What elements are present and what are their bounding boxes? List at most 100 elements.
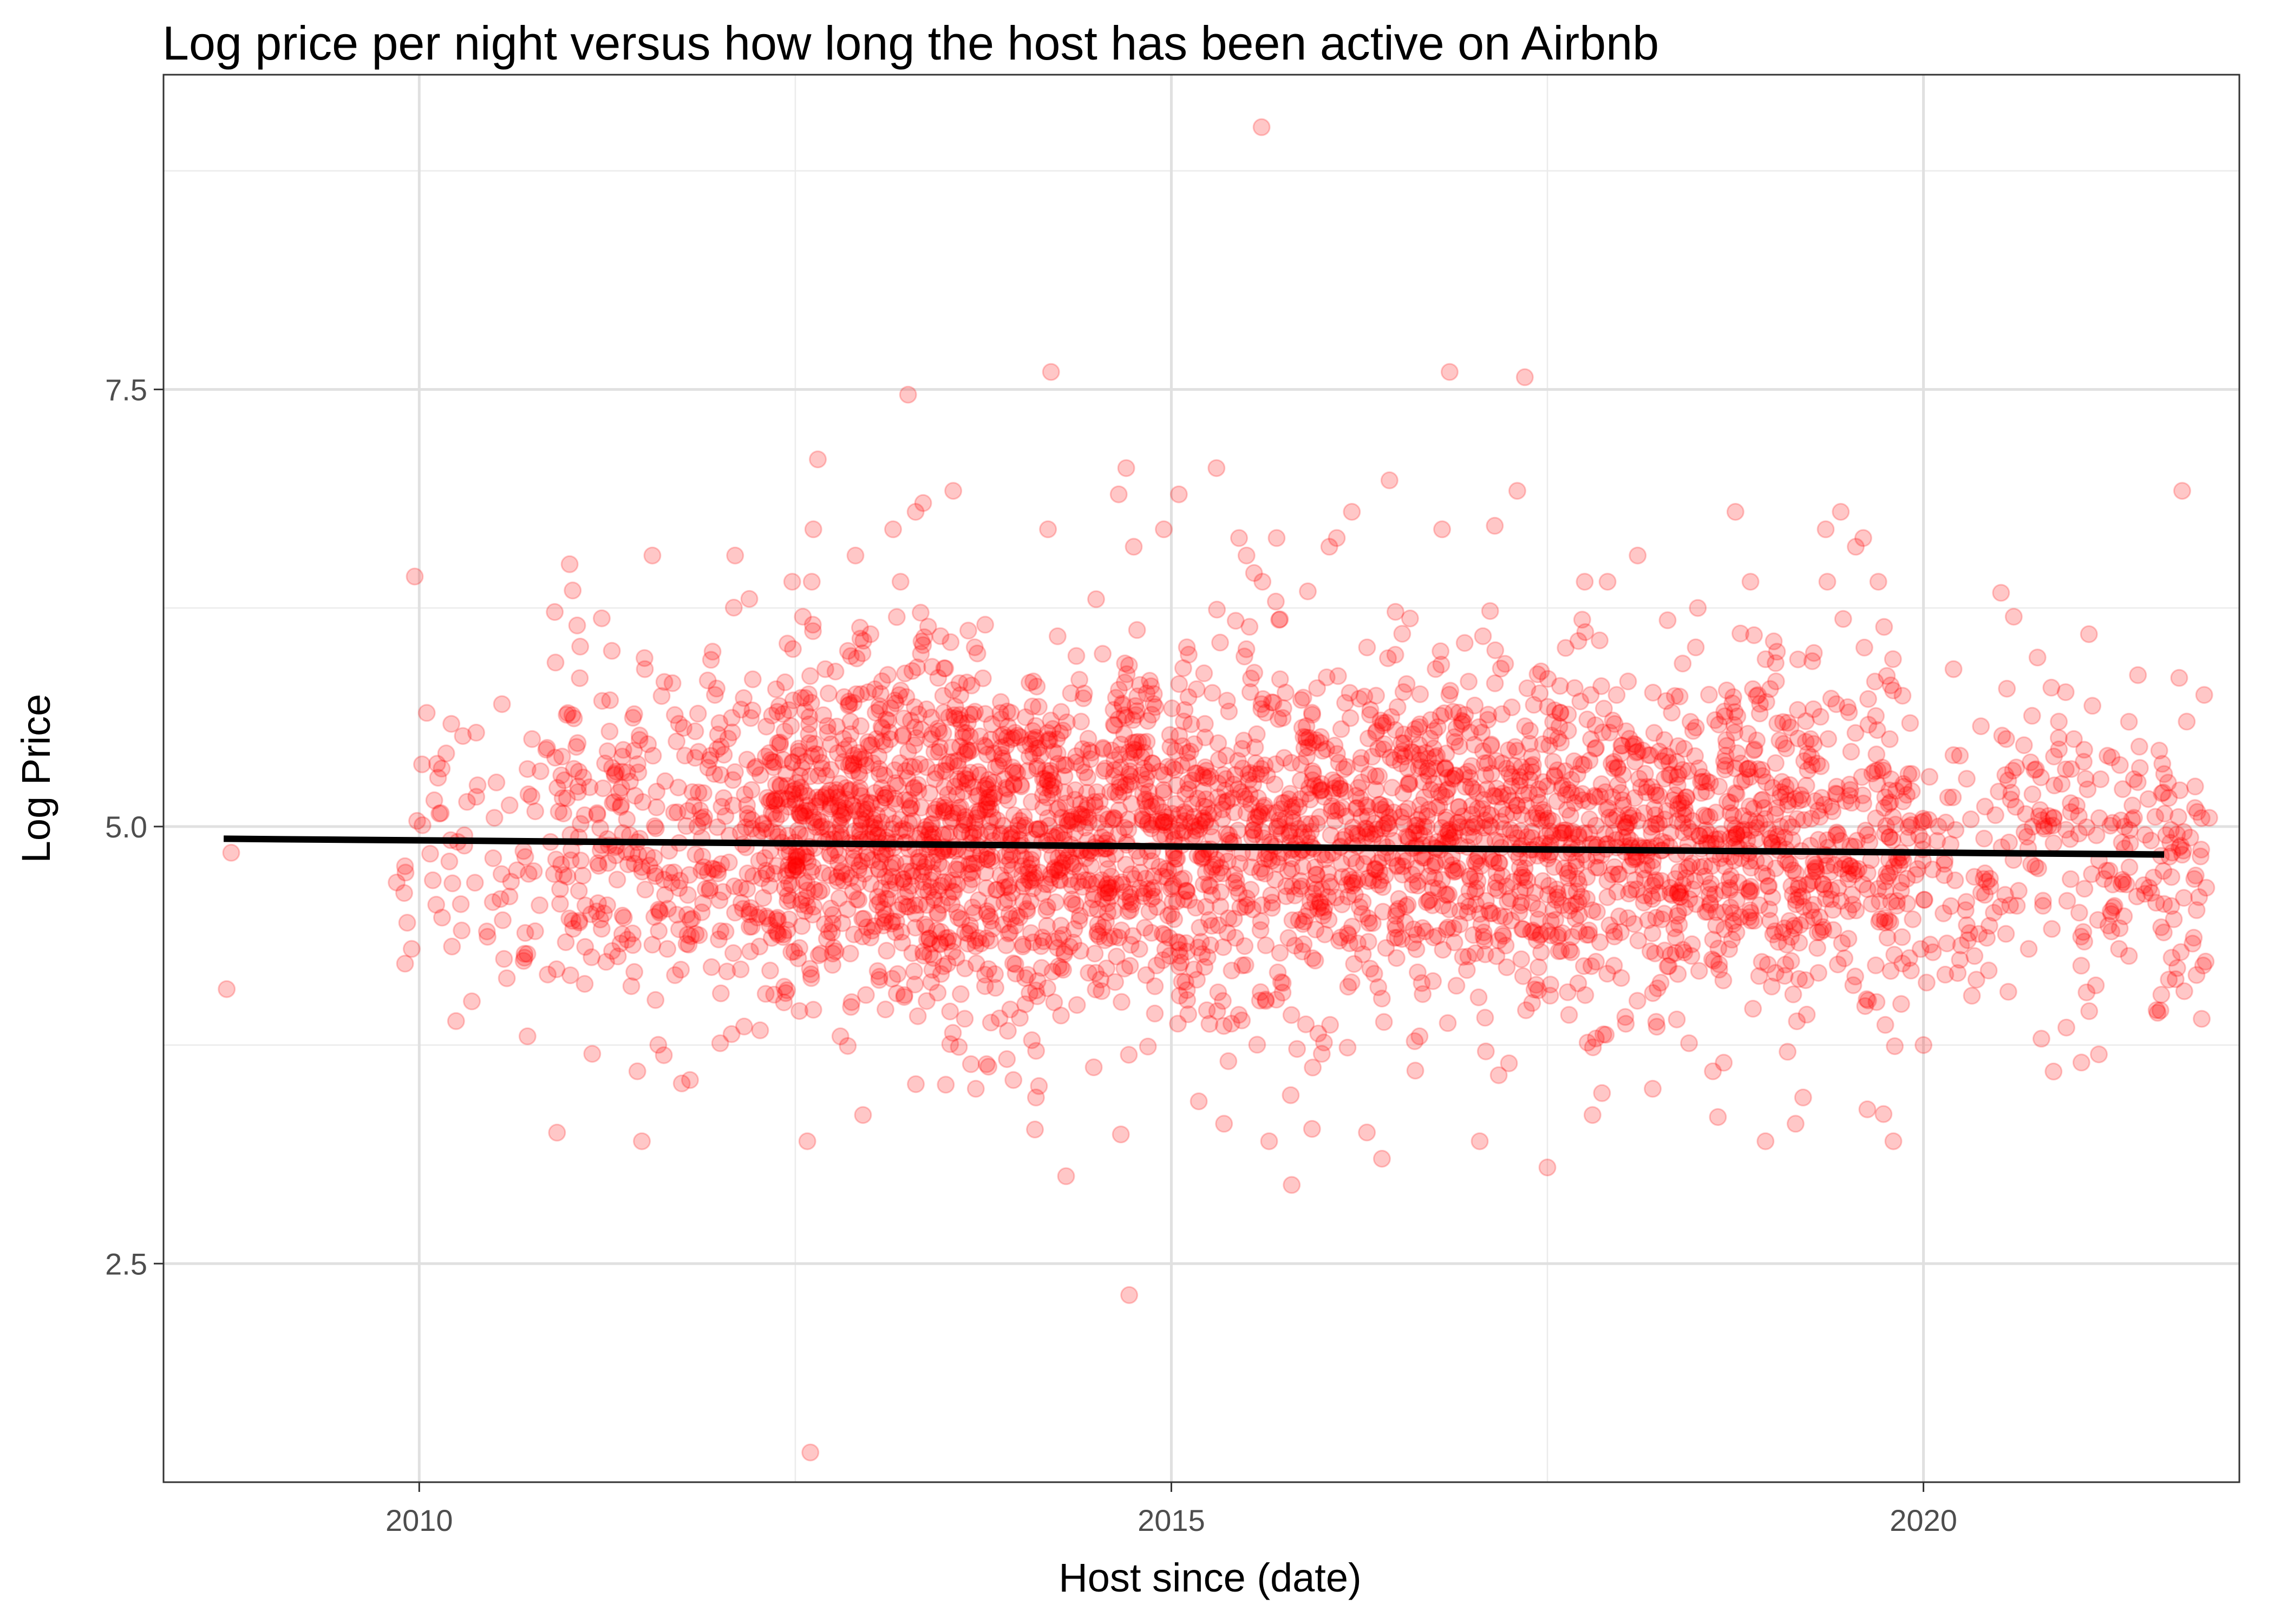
- data-point: [1048, 730, 1066, 749]
- data-point: [846, 852, 864, 870]
- data-point: [945, 752, 963, 771]
- data-point: [1273, 794, 1291, 812]
- data-point: [1915, 890, 1933, 909]
- data-point: [1834, 610, 1852, 628]
- data-point: [1013, 857, 1031, 875]
- data-point: [864, 754, 882, 772]
- data-point: [1768, 714, 1787, 732]
- data-point: [925, 891, 944, 909]
- data-point: [842, 998, 860, 1016]
- data-point: [1279, 862, 1297, 880]
- data-point: [1304, 734, 1322, 752]
- data-point: [922, 730, 940, 748]
- data-point: [852, 685, 871, 703]
- data-point: [793, 891, 811, 909]
- data-point: [801, 667, 819, 685]
- data-point: [1403, 866, 1421, 884]
- data-point: [1195, 664, 1213, 683]
- data-point: [1400, 775, 1419, 793]
- data-point: [1855, 638, 1873, 657]
- data-point: [2022, 855, 2040, 873]
- data-point: [1051, 916, 1070, 935]
- data-point: [932, 965, 950, 983]
- data-point: [912, 865, 931, 883]
- data-point: [781, 791, 799, 809]
- data-point: [715, 789, 733, 807]
- data-point: [899, 743, 917, 761]
- data-point: [895, 709, 913, 728]
- data-point: [1520, 784, 1538, 802]
- data-point: [794, 607, 812, 626]
- data-point: [1028, 677, 1046, 696]
- data-point: [1228, 879, 1246, 897]
- data-point: [1378, 814, 1396, 833]
- data-point: [558, 705, 576, 724]
- data-point: [1252, 118, 1271, 136]
- data-point: [986, 979, 1005, 997]
- data-point: [649, 1036, 668, 1054]
- data-point: [1670, 915, 1688, 934]
- data-point: [1435, 704, 1453, 722]
- data-point: [555, 771, 573, 789]
- data-point: [2112, 875, 2131, 893]
- data-point: [1819, 730, 1838, 748]
- data-point: [811, 793, 829, 811]
- data-point: [903, 862, 922, 880]
- data-point: [921, 821, 939, 840]
- data-point: [1233, 1011, 1251, 1030]
- data-point: [782, 891, 801, 909]
- data-point: [876, 1000, 894, 1019]
- data-point: [1338, 875, 1356, 894]
- data-point: [1367, 861, 1385, 879]
- data-point: [848, 890, 866, 908]
- data-point: [852, 810, 870, 828]
- data-point: [500, 796, 519, 814]
- data-point: [812, 754, 831, 772]
- data-point: [966, 937, 985, 955]
- data-point: [1063, 890, 1081, 908]
- data-point: [1105, 716, 1123, 734]
- data-point: [1086, 945, 1104, 962]
- data-point: [726, 546, 744, 565]
- data-point: [850, 744, 868, 762]
- data-point: [1157, 808, 1175, 827]
- data-point: [1230, 529, 1248, 547]
- data-point: [1935, 855, 1953, 873]
- data-point: [861, 928, 880, 947]
- data-point: [800, 715, 818, 734]
- data-point: [1476, 1042, 1495, 1060]
- data-point: [423, 871, 442, 889]
- data-point: [935, 957, 952, 975]
- data-point: [453, 921, 471, 940]
- data-point: [899, 882, 917, 901]
- data-point: [1156, 940, 1174, 959]
- data-point: [1323, 802, 1341, 820]
- data-point: [1312, 1045, 1331, 1063]
- data-point: [939, 873, 957, 892]
- data-point: [971, 727, 989, 745]
- data-point: [1251, 765, 1270, 783]
- data-point: [951, 985, 970, 1003]
- data-point: [1259, 804, 1277, 822]
- data-point: [1264, 693, 1283, 712]
- data-point: [800, 734, 819, 752]
- data-point: [999, 791, 1017, 809]
- data-point: [689, 783, 708, 802]
- data-point: [896, 664, 914, 683]
- data-point: [991, 866, 1010, 885]
- data-point: [894, 820, 912, 838]
- data-point: [824, 955, 842, 974]
- data-point: [1410, 751, 1429, 770]
- data-point: [933, 857, 951, 876]
- data-point: [1474, 742, 1492, 761]
- data-point: [1215, 1115, 1233, 1133]
- data-point: [1030, 698, 1048, 716]
- data-point: [495, 949, 513, 968]
- data-point: [976, 738, 995, 756]
- data-point: [1404, 920, 1423, 939]
- data-point: [1317, 668, 1336, 686]
- data-point: [1893, 686, 1912, 705]
- data-point: [925, 888, 943, 907]
- data-point: [736, 785, 754, 804]
- data-point: [823, 924, 841, 942]
